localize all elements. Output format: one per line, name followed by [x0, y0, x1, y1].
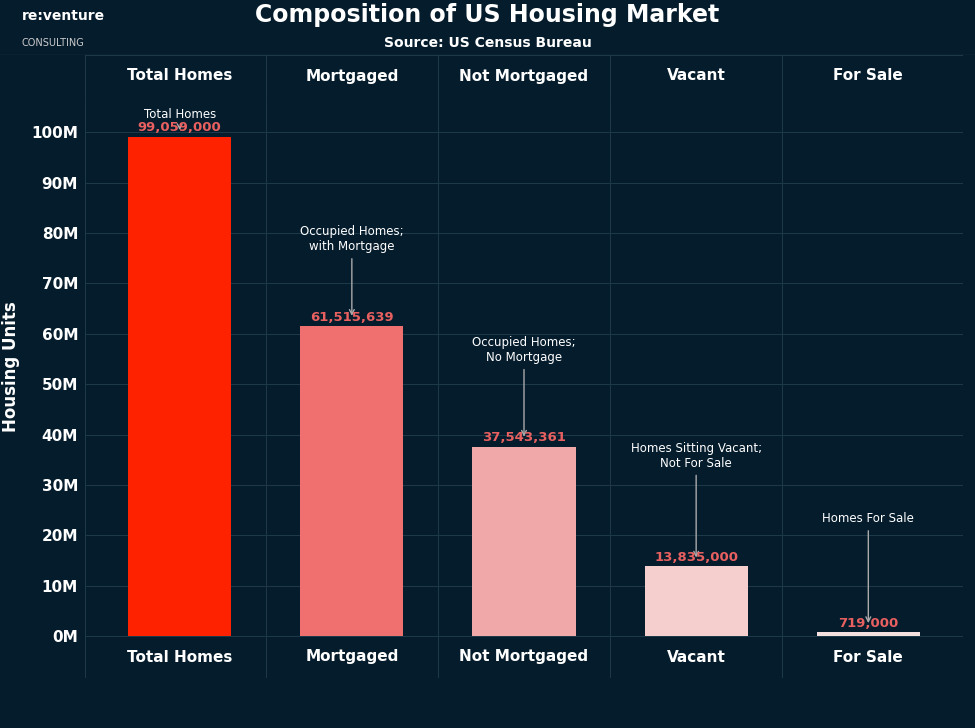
Text: For Sale: For Sale [834, 649, 903, 665]
Text: For Sale: For Sale [834, 68, 903, 84]
Text: Total Homes: Total Homes [127, 649, 232, 665]
Bar [128, 137, 231, 636]
Text: CONSULTING: CONSULTING [21, 38, 84, 48]
Text: Composition of US Housing Market: Composition of US Housing Market [255, 4, 720, 28]
Bar [644, 566, 748, 636]
Text: 37,543,361: 37,543,361 [482, 432, 566, 444]
Text: Not Mortgaged: Not Mortgaged [459, 649, 589, 665]
Text: Occupied Homes;
with Mortgage: Occupied Homes; with Mortgage [300, 225, 404, 314]
Y-axis label: Housing Units: Housing Units [2, 301, 20, 432]
Text: re:venture: re:venture [21, 9, 104, 23]
Bar [300, 326, 404, 636]
Text: Homes Sitting Vacant;
Not For Sale: Homes Sitting Vacant; Not For Sale [631, 442, 761, 556]
Text: 61,515,639: 61,515,639 [310, 311, 394, 324]
Text: Total Homes: Total Homes [127, 68, 232, 84]
Text: Mortgaged: Mortgaged [305, 68, 399, 84]
Text: Not Mortgaged: Not Mortgaged [459, 68, 589, 84]
Bar [817, 633, 920, 636]
Text: 99,059,000: 99,059,000 [137, 122, 221, 135]
Text: Homes For Sale: Homes For Sale [822, 513, 915, 622]
Text: Mortgaged: Mortgaged [305, 649, 399, 665]
Text: Source: US Census Bureau: Source: US Census Bureau [383, 36, 592, 50]
Text: 719,000: 719,000 [838, 617, 898, 630]
Text: Vacant: Vacant [667, 649, 725, 665]
Bar [472, 447, 575, 636]
Text: Total Homes: Total Homes [143, 108, 215, 129]
Text: 13,835,000: 13,835,000 [654, 551, 738, 563]
Text: Occupied Homes;
No Mortgage: Occupied Homes; No Mortgage [472, 336, 576, 435]
Text: Vacant: Vacant [667, 68, 725, 84]
